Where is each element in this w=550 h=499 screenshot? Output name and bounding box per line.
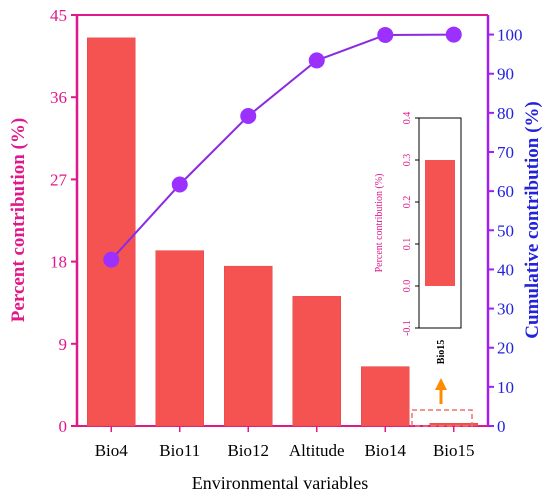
- cumulative-point-bio12: [240, 107, 257, 124]
- x-tick-label: Bio15: [433, 441, 475, 460]
- inset-tick-label: 0.1: [402, 238, 413, 251]
- x-axis-title: Environmental variables: [192, 473, 368, 493]
- cumulative-point-bio14: [377, 26, 394, 43]
- left-tick-label: 9: [59, 335, 68, 354]
- bar-bio4: [87, 37, 136, 427]
- right-tick-label: 10: [497, 378, 514, 397]
- right-tick-label: 60: [497, 182, 514, 201]
- right-tick-label: 20: [497, 339, 514, 358]
- x-tick-label: Bio14: [364, 441, 406, 460]
- inset-chart-bio15: -0.1 0.0 0.1 0.2 0.3 0.4 Percent contribution…: [374, 112, 462, 364]
- right-tick-label: 0: [497, 417, 506, 436]
- x-axis-tick-labels: Bio4 Bio11 Bio12 Altitude Bio14 Bio15: [95, 426, 475, 460]
- inset-bar-bio15: [425, 160, 455, 286]
- left-axis-ticks: 0 9 18 27 36 45: [50, 6, 77, 436]
- x-tick-label: Altitude: [289, 441, 345, 460]
- cumulative-point-bio15: [445, 26, 462, 43]
- x-tick-label: Bio11: [159, 441, 200, 460]
- right-axis-ticks: 0 10 20 30 40 50 60 70 80 90 100: [488, 26, 523, 436]
- bar-bio15: [429, 423, 478, 427]
- right-tick-label: 80: [497, 104, 514, 123]
- left-tick-label: 0: [59, 417, 68, 436]
- cumulative-point-bio11: [171, 176, 188, 193]
- right-tick-label: 40: [497, 260, 514, 279]
- inset-tick-label: 0.3: [402, 154, 413, 167]
- bar-altitude: [292, 296, 341, 427]
- cumulative-line-series: [103, 26, 462, 268]
- left-tick-label: 27: [50, 170, 68, 189]
- right-tick-label: 50: [497, 221, 514, 240]
- bar-bio11: [155, 250, 204, 427]
- bar-bio12: [224, 265, 273, 427]
- bar-series: [87, 37, 478, 427]
- y-axis-left-title: Percent contribution (%): [8, 118, 29, 322]
- left-tick-label: 18: [50, 253, 67, 272]
- inset-tick-label: 0.4: [402, 112, 413, 125]
- right-tick-label: 70: [497, 143, 514, 162]
- cumulative-point-bio4: [103, 251, 120, 268]
- inset-tick-label: 0.2: [402, 196, 413, 209]
- bar-bio14: [361, 366, 410, 427]
- inset-y-ticks: -0.1 0.0 0.1 0.2 0.3 0.4: [402, 112, 419, 336]
- right-tick-label: 100: [497, 26, 523, 45]
- cumulative-line: [110, 33, 454, 261]
- right-tick-label: 90: [497, 65, 514, 84]
- y-axis-right-title: Cumulative contribution (%): [522, 101, 543, 339]
- left-tick-label: 36: [50, 88, 67, 107]
- inset-tick-label: 0.0: [402, 280, 413, 293]
- x-tick-label: Bio4: [95, 441, 129, 460]
- right-tick-label: 30: [497, 300, 514, 319]
- x-tick-label: Bio12: [227, 441, 269, 460]
- inset-pointer-arrow: [435, 378, 447, 404]
- inset-y-axis-title: Percent contribution (%): [374, 174, 385, 273]
- inset-bar-series: [425, 160, 455, 286]
- bio15-highlight-box: [411, 409, 473, 427]
- inset-tick-label: -0.1: [402, 320, 413, 336]
- inset-x-tick-label: Bio15: [436, 340, 447, 364]
- left-tick-label: 45: [50, 6, 67, 25]
- cumulative-point-altitude: [308, 52, 325, 69]
